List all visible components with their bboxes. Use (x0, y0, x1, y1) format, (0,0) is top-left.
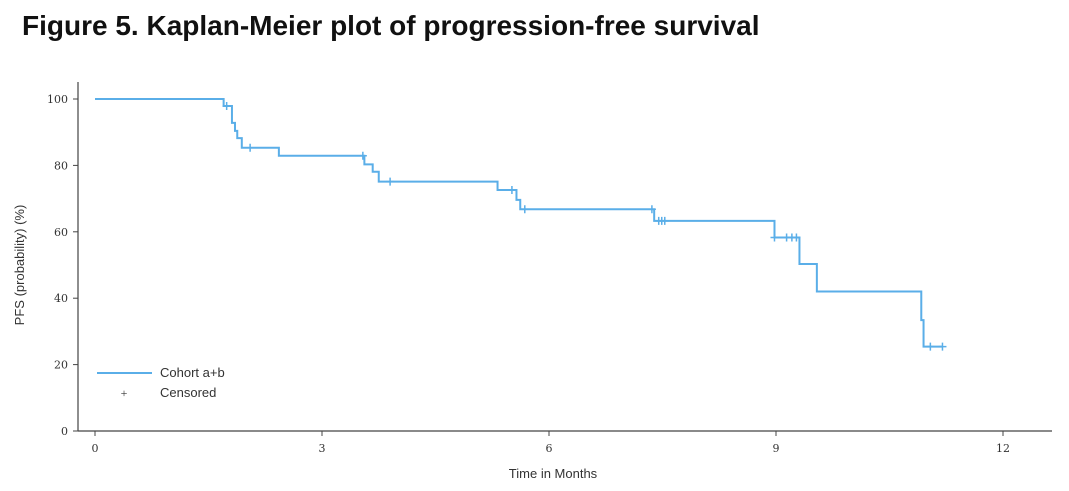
y-tick-label: 40 (54, 292, 68, 305)
x-tick-label: 12 (996, 442, 1010, 455)
censor-mark (520, 205, 529, 214)
censor-mark (222, 101, 231, 110)
censor-mark (938, 342, 947, 351)
y-tick-label: 100 (47, 93, 68, 106)
y-tick-label: 0 (61, 425, 68, 438)
legend-label-cohort: Cohort a+b (160, 365, 225, 380)
y-tick-label: 60 (54, 226, 68, 239)
x-tick-label: 0 (92, 442, 99, 455)
y-axis-label: PFS (probability) (%) (12, 205, 27, 326)
chart-title: Figure 5. Kaplan-Meier plot of progressi… (22, 10, 760, 41)
y-tick-label: 80 (54, 159, 68, 172)
legend-marker-censored: + (121, 386, 128, 400)
censor-mark (660, 216, 669, 225)
censor-mark (386, 177, 395, 186)
censor-mark (246, 143, 255, 152)
y-tick-label: 20 (54, 359, 68, 372)
survival-curve (95, 98, 943, 348)
x-axis-label: Time in Months (509, 466, 598, 481)
censor-mark (647, 205, 656, 214)
censor-mark (792, 233, 801, 242)
legend-label-censored: Censored (160, 385, 216, 400)
x-tick-label: 6 (546, 442, 553, 455)
x-tick-label: 3 (319, 442, 326, 455)
censor-mark (926, 342, 935, 351)
censor-mark (358, 151, 367, 160)
x-tick-label: 9 (773, 442, 780, 455)
censor-mark (770, 233, 779, 242)
censor-mark (507, 185, 516, 194)
